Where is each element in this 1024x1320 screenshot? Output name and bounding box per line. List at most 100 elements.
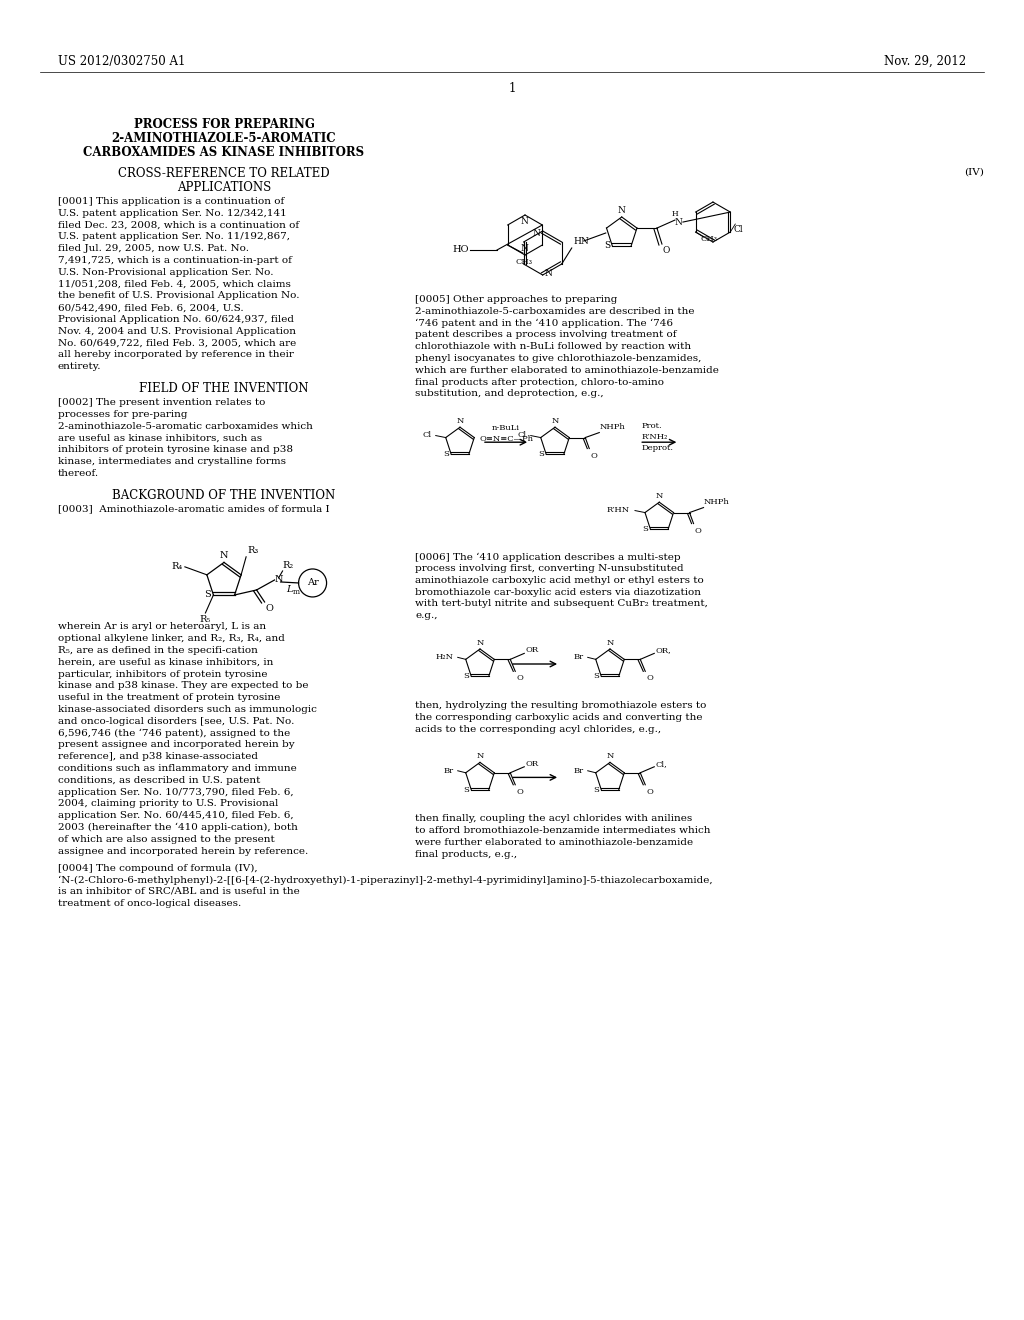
Text: kinase, intermediates and crystalline forms: kinase, intermediates and crystalline fo…	[58, 457, 286, 466]
Text: CH₃: CH₃	[515, 257, 532, 267]
Text: 6,596,746 (the ‘746 patent), assigned to the: 6,596,746 (the ‘746 patent), assigned to…	[58, 729, 290, 738]
Text: are useful as kinase inhibitors, such as: are useful as kinase inhibitors, such as	[58, 433, 262, 442]
Text: application Ser. No. 60/445,410, filed Feb. 6,: application Ser. No. 60/445,410, filed F…	[58, 812, 294, 820]
Text: [0002] The present invention relates to: [0002] The present invention relates to	[58, 399, 265, 407]
Text: final products, e.g.,: final products, e.g.,	[415, 850, 517, 859]
Text: Cl: Cl	[423, 430, 432, 438]
Text: with tert-butyl nitrite and subsequent CuBr₂ treatment,: with tert-butyl nitrite and subsequent C…	[415, 599, 708, 609]
Text: S: S	[443, 450, 450, 458]
Text: chlorothiazole with n-BuLi followed by reaction with: chlorothiazole with n-BuLi followed by r…	[415, 342, 691, 351]
Text: N: N	[457, 417, 464, 425]
Text: 7,491,725, which is a continuation-in-part of: 7,491,725, which is a continuation-in-pa…	[58, 256, 292, 265]
Text: processes for pre-paring: processes for pre-paring	[58, 409, 187, 418]
Text: OR: OR	[525, 647, 539, 655]
Text: reference], and p38 kinase-associated: reference], and p38 kinase-associated	[58, 752, 258, 762]
Text: L: L	[287, 585, 293, 594]
Text: conditions, as described in U.S. patent: conditions, as described in U.S. patent	[58, 776, 260, 785]
Text: N: N	[520, 216, 528, 226]
Text: were further elaborated to aminothiazole-benzamide: were further elaborated to aminothiazole…	[415, 838, 693, 847]
Text: OR: OR	[525, 760, 539, 768]
Text: N: N	[476, 752, 483, 760]
Text: R’HN: R’HN	[607, 506, 630, 513]
Text: HN: HN	[573, 236, 590, 246]
Text: S: S	[643, 525, 648, 533]
Text: wherein Ar is aryl or heteroaryl, L is an: wherein Ar is aryl or heteroaryl, L is a…	[58, 623, 266, 631]
Text: N: N	[655, 492, 663, 500]
Text: which are further elaborated to aminothiazole-benzamide: which are further elaborated to aminothi…	[415, 366, 719, 375]
Text: BACKGROUND OF THE INVENTION: BACKGROUND OF THE INVENTION	[113, 488, 336, 502]
Text: S: S	[604, 242, 610, 251]
Text: assignee and incorporated herein by reference.: assignee and incorporated herein by refe…	[58, 846, 308, 855]
Text: N: N	[606, 752, 613, 760]
Text: Nov. 29, 2012: Nov. 29, 2012	[884, 55, 966, 69]
Text: kinase and p38 kinase. They are expected to be: kinase and p38 kinase. They are expected…	[58, 681, 308, 690]
Text: Provisional Application No. 60/624,937, filed: Provisional Application No. 60/624,937, …	[58, 315, 294, 323]
Text: NHPh: NHPh	[703, 498, 729, 506]
Text: the benefit of U.S. Provisional Application No.: the benefit of U.S. Provisional Applicat…	[58, 292, 299, 301]
Text: inhibitors of protein tyrosine kinase and p38: inhibitors of protein tyrosine kinase an…	[58, 445, 293, 454]
Text: aminothiazole carboxylic acid methyl or ethyl esters to: aminothiazole carboxylic acid methyl or …	[415, 576, 703, 585]
Text: 2-AMINOTHIAZOLE-5-AROMATIC: 2-AMINOTHIAZOLE-5-AROMATIC	[112, 132, 336, 145]
Text: then, hydrolyzing the resulting bromothiazole esters to: then, hydrolyzing the resulting bromothi…	[415, 701, 707, 710]
Text: U.S. patent application Ser. No. 11/192,867,: U.S. patent application Ser. No. 11/192,…	[58, 232, 290, 242]
Text: CH₃: CH₃	[700, 235, 718, 243]
Text: N: N	[606, 639, 613, 647]
Text: N: N	[220, 552, 228, 561]
Text: filed Dec. 23, 2008, which is a continuation of: filed Dec. 23, 2008, which is a continua…	[58, 220, 299, 230]
Text: [0003]  Aminothiazole-aromatic amides of formula I: [0003] Aminothiazole-aromatic amides of …	[58, 504, 330, 513]
Text: thereof.: thereof.	[58, 469, 99, 478]
Text: 2004, claiming priority to U.S. Provisional: 2004, claiming priority to U.S. Provisio…	[58, 800, 279, 808]
Text: (IV): (IV)	[965, 168, 984, 177]
Text: R’NH₂: R’NH₂	[641, 433, 668, 441]
Text: OR,: OR,	[655, 647, 671, 655]
Text: bromothiazole car-boxylic acid esters via diazotization: bromothiazole car-boxylic acid esters vi…	[415, 587, 701, 597]
Text: O: O	[516, 788, 523, 796]
Text: [0005] Other approaches to preparing: [0005] Other approaches to preparing	[415, 294, 617, 304]
Text: US 2012/0302750 A1: US 2012/0302750 A1	[58, 55, 185, 69]
Text: ‘746 patent and in the ‘410 application. The ‘746: ‘746 patent and in the ‘410 application.…	[415, 318, 673, 327]
Text: O: O	[516, 675, 523, 682]
Text: present assignee and incorporated herein by: present assignee and incorporated herein…	[58, 741, 295, 750]
Text: entirety.: entirety.	[58, 362, 101, 371]
Text: to afford bromothiazole-benzamide intermediates which: to afford bromothiazole-benzamide interm…	[415, 826, 711, 836]
Text: U.S. patent application Ser. No. 12/342,141: U.S. patent application Ser. No. 12/342,…	[58, 209, 287, 218]
Text: 1: 1	[508, 82, 516, 95]
Text: [0004] The compound of formula (IV),: [0004] The compound of formula (IV),	[58, 863, 258, 873]
Text: FIELD OF THE INVENTION: FIELD OF THE INVENTION	[139, 381, 309, 395]
Text: optional alkylene linker, and R₂, R₃, R₄, and: optional alkylene linker, and R₂, R₃, R₄…	[58, 634, 285, 643]
Text: useful in the treatment of protein tyrosine: useful in the treatment of protein tyros…	[58, 693, 281, 702]
Text: U.S. Non-Provisional application Ser. No.: U.S. Non-Provisional application Ser. No…	[58, 268, 273, 277]
Text: N: N	[532, 228, 541, 238]
Text: N: N	[551, 417, 559, 425]
Text: N: N	[274, 576, 283, 585]
Text: N: N	[520, 244, 528, 253]
Text: herein, are useful as kinase inhibitors, in: herein, are useful as kinase inhibitors,…	[58, 657, 273, 667]
Text: process involving first, converting N-unsubstituted: process involving first, converting N-un…	[415, 564, 684, 573]
Text: O: O	[663, 246, 671, 255]
Text: Deprot.: Deprot.	[641, 445, 673, 453]
Text: application Ser. No. 10/773,790, filed Feb. 6,: application Ser. No. 10/773,790, filed F…	[58, 788, 294, 796]
Text: Nov. 4, 2004 and U.S. Provisional Application: Nov. 4, 2004 and U.S. Provisional Applic…	[58, 327, 296, 335]
Text: N: N	[617, 206, 626, 215]
Text: S: S	[593, 785, 599, 793]
Text: the corresponding carboxylic acids and converting the: the corresponding carboxylic acids and c…	[415, 713, 702, 722]
Text: S: S	[463, 785, 469, 793]
Text: S: S	[204, 590, 210, 599]
Text: of which are also assigned to the present: of which are also assigned to the presen…	[58, 834, 274, 843]
Text: [0006] The ‘410 application describes a multi-step: [0006] The ‘410 application describes a …	[415, 552, 681, 561]
Text: PROCESS FOR PREPARING: PROCESS FOR PREPARING	[133, 117, 314, 131]
Text: O: O	[646, 675, 653, 682]
Text: 2-aminothiazole-5-carboxamides are described in the: 2-aminothiazole-5-carboxamides are descr…	[415, 306, 694, 315]
Text: Cl: Cl	[733, 224, 742, 234]
Text: particular, inhibitors of protein tyrosine: particular, inhibitors of protein tyrosi…	[58, 669, 267, 678]
Text: CARBOXAMIDES AS KINASE INHIBITORS: CARBOXAMIDES AS KINASE INHIBITORS	[83, 147, 365, 158]
Text: Br: Br	[443, 767, 454, 775]
Text: CROSS-REFERENCE TO RELATED: CROSS-REFERENCE TO RELATED	[118, 168, 330, 180]
Text: O: O	[590, 451, 597, 459]
Text: kinase-associated disorders such as immunologic: kinase-associated disorders such as immu…	[58, 705, 316, 714]
Text: S: S	[593, 672, 599, 680]
Text: No. 60/649,722, filed Feb. 3, 2005, which are: No. 60/649,722, filed Feb. 3, 2005, whic…	[58, 339, 296, 347]
Text: Cl: Cl	[517, 430, 526, 438]
Text: Br: Br	[573, 653, 584, 661]
Text: APPLICATIONS: APPLICATIONS	[177, 181, 271, 194]
